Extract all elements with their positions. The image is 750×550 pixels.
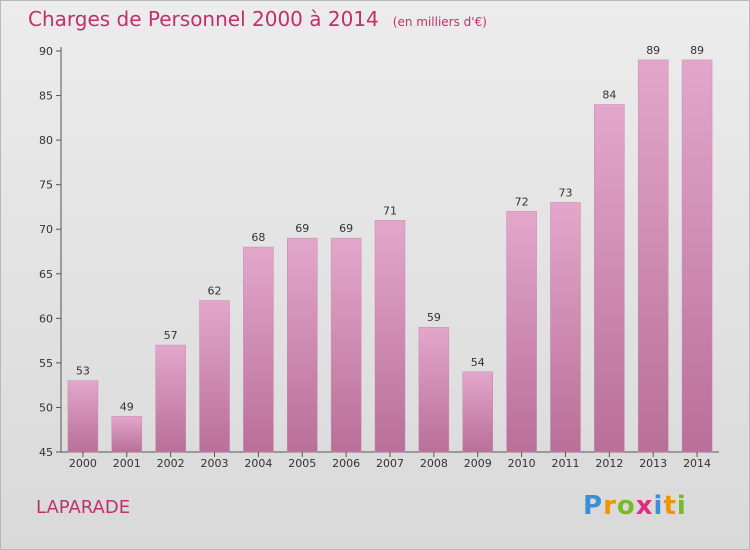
bar	[506, 211, 537, 453]
bar	[287, 237, 318, 453]
x-tick-label: 2014	[683, 457, 711, 470]
y-tick-label: 65	[39, 268, 53, 281]
x-tick-label: 2008	[420, 457, 448, 470]
bar-value-label: 62	[208, 285, 222, 298]
x-tick-label: 2010	[508, 457, 536, 470]
x-tick-label: 2007	[376, 457, 404, 470]
bar-value-label: 49	[120, 400, 134, 413]
chart-title-text: Charges de Personnel 2000 à 2014	[28, 7, 379, 31]
y-tick-label: 75	[39, 179, 53, 192]
bar	[594, 104, 625, 453]
y-tick-label: 45	[39, 446, 53, 459]
bar-value-label: 68	[251, 231, 265, 244]
bar-value-label: 73	[558, 186, 572, 199]
bar	[681, 59, 713, 453]
x-tick-label: 2002	[157, 457, 185, 470]
bar-value-label: 89	[690, 44, 704, 57]
bar	[637, 59, 669, 453]
y-tick-label: 55	[39, 357, 53, 370]
x-tick-label: 2013	[639, 457, 667, 470]
logo-letter: x	[635, 491, 654, 521]
bar	[67, 380, 99, 453]
proxiti-logo: Proxiti	[583, 491, 687, 521]
x-tick-label: 2006	[332, 457, 360, 470]
x-tick-label: 2000	[69, 457, 97, 470]
y-tick-label: 80	[39, 134, 53, 147]
logo-letter: i	[653, 491, 664, 521]
bar	[374, 220, 406, 453]
x-tick-label: 2012	[595, 457, 623, 470]
bar	[111, 416, 143, 453]
x-tick-label: 2009	[464, 457, 492, 470]
bar-value-label: 57	[164, 329, 178, 342]
y-tick-label: 60	[39, 312, 53, 325]
logo-letter: i	[676, 491, 687, 521]
bar-value-label: 72	[515, 195, 529, 208]
y-tick-label: 90	[39, 45, 53, 58]
chart-title: Charges de Personnel 2000 à 2014 (en mill…	[28, 7, 487, 31]
y-tick-label: 70	[39, 223, 53, 236]
x-tick-label: 2004	[244, 457, 272, 470]
logo-letter: t	[663, 491, 677, 521]
x-tick-label: 2001	[113, 457, 141, 470]
bar	[243, 246, 274, 453]
bar	[155, 344, 186, 453]
bar	[550, 202, 581, 453]
bar	[330, 237, 362, 453]
bar-value-label: 54	[471, 356, 485, 369]
bar-value-label: 84	[602, 88, 616, 101]
x-tick-label: 2005	[288, 457, 316, 470]
y-tick-label: 50	[39, 401, 53, 414]
logo-letter: o	[616, 491, 636, 521]
x-tick-label: 2003	[201, 457, 229, 470]
bar-value-label: 59	[427, 311, 441, 324]
logo-letter: r	[603, 491, 617, 521]
chart-subtitle: (en milliers d'€)	[392, 15, 487, 29]
bar-value-label: 69	[295, 222, 309, 235]
x-tick-label: 2011	[551, 457, 579, 470]
bar-value-label: 69	[339, 222, 353, 235]
bar-value-label: 53	[76, 365, 90, 378]
location-label: LAPARADE	[36, 497, 131, 518]
bar	[418, 326, 450, 453]
y-tick-label: 85	[39, 90, 53, 103]
bar	[199, 300, 230, 453]
bar	[462, 371, 493, 453]
logo-letter: P	[583, 491, 604, 521]
bar-value-label: 71	[383, 204, 397, 217]
bar-value-label: 89	[646, 44, 660, 57]
